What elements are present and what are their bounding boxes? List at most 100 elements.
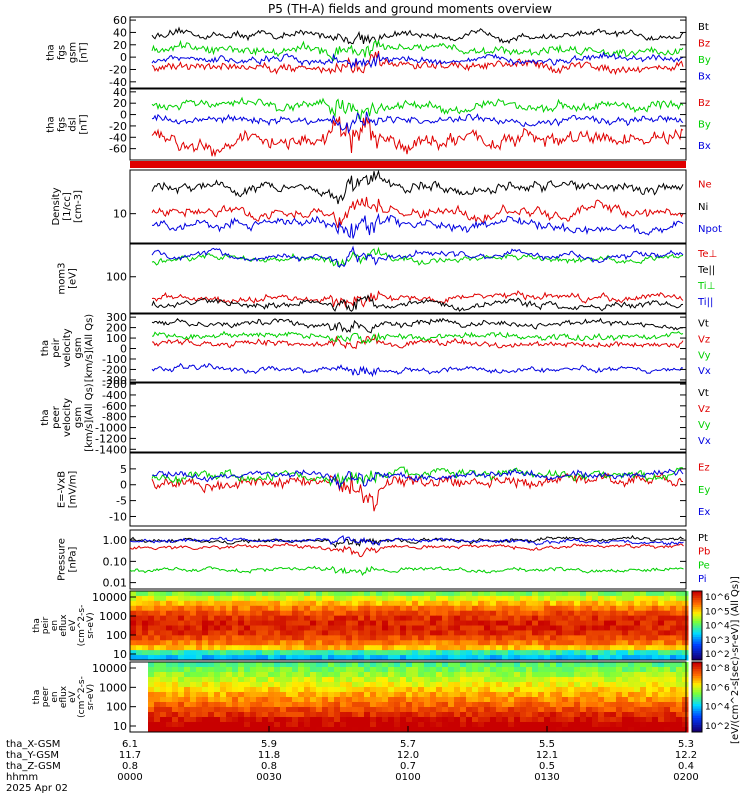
spectrogram-cell: [532, 595, 539, 602]
spectrogram-cell: [430, 692, 437, 698]
spectrogram-cell: [340, 595, 347, 602]
spectrogram-cell: [484, 615, 491, 622]
spectrogram-cell: [454, 722, 461, 728]
spectrogram-cell: [460, 615, 467, 622]
spectrogram-cell: [598, 620, 605, 626]
spectrogram-cell: [244, 722, 251, 728]
spectrogram-cell: [580, 625, 587, 631]
spectrogram-cell: [556, 605, 563, 612]
spectrogram-cell: [160, 600, 167, 607]
spectrogram-cell: [154, 591, 161, 597]
spectrogram-cell: [562, 722, 569, 728]
spectrogram-cell: [184, 625, 191, 631]
spectrogram-cell: [460, 610, 467, 617]
spectrogram-cell: [304, 635, 311, 641]
spectrogram-cell: [670, 722, 677, 728]
spectrogram-cell: [466, 712, 473, 718]
spectrogram-cell: [370, 727, 377, 733]
spectrogram-cell: [646, 727, 653, 733]
spectrogram-cell: [352, 712, 359, 718]
spectrogram-cell: [370, 640, 377, 646]
colorbar-tick-label: 10^2: [705, 650, 730, 660]
spectrogram-cell: [262, 717, 269, 723]
spectrogram-cell: [172, 717, 179, 723]
spectrogram-cell: [334, 662, 341, 668]
spectrogram-cell: [460, 605, 467, 612]
spectrogram-cell: [562, 707, 569, 713]
spectrogram-cell: [334, 625, 341, 631]
spectrogram-cell: [166, 595, 173, 602]
spectrogram-cell: [340, 610, 347, 617]
spectrogram-cell: [520, 640, 527, 646]
spectrogram-cell: [478, 687, 485, 693]
spectrogram-cell: [304, 620, 311, 626]
spectrogram-cell: [238, 625, 245, 631]
spectrogram-cell: [436, 600, 443, 607]
spectrogram-cell: [334, 620, 341, 626]
spectrogram-cell: [526, 707, 533, 713]
spectrogram-cell: [322, 727, 329, 733]
spectrogram-cell: [310, 595, 317, 602]
spectrogram-cell: [256, 707, 263, 713]
spectrogram-cell: [520, 650, 527, 656]
spectrogram-cell: [256, 667, 263, 673]
spectrogram-cell: [148, 615, 155, 622]
spectrogram-cell: [466, 727, 473, 733]
spectrogram-cell: [628, 702, 635, 708]
spectrogram-cell: [160, 707, 167, 713]
spectrogram-cell: [526, 677, 533, 683]
spectrogram-cell: [634, 605, 641, 612]
spectrogram-cell: [160, 635, 167, 641]
spectrogram-cell: [562, 600, 569, 607]
spectrogram-cell: [454, 692, 461, 698]
spectrogram-cell: [352, 630, 359, 636]
spectrogram-cell: [400, 650, 407, 656]
spectrogram-cell: [268, 610, 275, 617]
spectrogram-cell: [238, 712, 245, 718]
spectrogram-cell: [250, 620, 257, 626]
spectrogram-cell: [568, 712, 575, 718]
ephemeris-value: 0000: [117, 772, 142, 783]
spectrogram-cell: [328, 655, 335, 661]
spectrogram-cell: [130, 595, 137, 602]
spectrogram-cell: [526, 625, 533, 631]
spectrogram-cell: [652, 712, 659, 718]
spectrogram-cell: [256, 677, 263, 683]
spectrogram-cell: [340, 600, 347, 607]
spectrogram-cell: [514, 687, 521, 693]
spectrogram-cell: [220, 722, 227, 728]
spectrogram-cell: [490, 667, 497, 673]
spectrogram-cell: [130, 615, 137, 622]
spectrogram-cell: [430, 662, 437, 668]
colorbar-segment: [692, 616, 702, 620]
spectrogram-cell: [172, 682, 179, 688]
spectrogram-cell: [508, 727, 515, 733]
spectrogram-cell: [652, 640, 659, 646]
spectrogram-cell: [634, 635, 641, 641]
spectrogram-cell: [676, 620, 683, 626]
spectrogram-cell: [508, 630, 515, 636]
spectrogram-cell: [442, 662, 449, 668]
spectrogram-cell: [622, 692, 629, 698]
spectrogram-cell: [466, 615, 473, 622]
colorbar-segment: [692, 609, 702, 613]
spectrogram-cell: [226, 655, 233, 661]
spectrogram-cell: [622, 687, 629, 693]
spectrogram-cell: [478, 591, 485, 597]
spectrogram-cell: [394, 645, 401, 651]
spectrogram-cell: [652, 662, 659, 668]
spectrogram-cell: [514, 722, 521, 728]
spectrogram-cell: [406, 682, 413, 688]
spectrogram-cell: [256, 591, 263, 597]
spectrogram-cell: [664, 635, 671, 641]
spectrogram-cell: [454, 650, 461, 656]
y-axis-label: E=-VxB: [57, 471, 68, 508]
spectrogram-cell: [502, 667, 509, 673]
spectrogram-cell: [166, 620, 173, 626]
spectrogram-cell: [514, 727, 521, 733]
spectrogram-cell: [196, 615, 203, 622]
y-axis-label: tha: [40, 409, 51, 425]
spectrogram-cell: [670, 727, 677, 733]
